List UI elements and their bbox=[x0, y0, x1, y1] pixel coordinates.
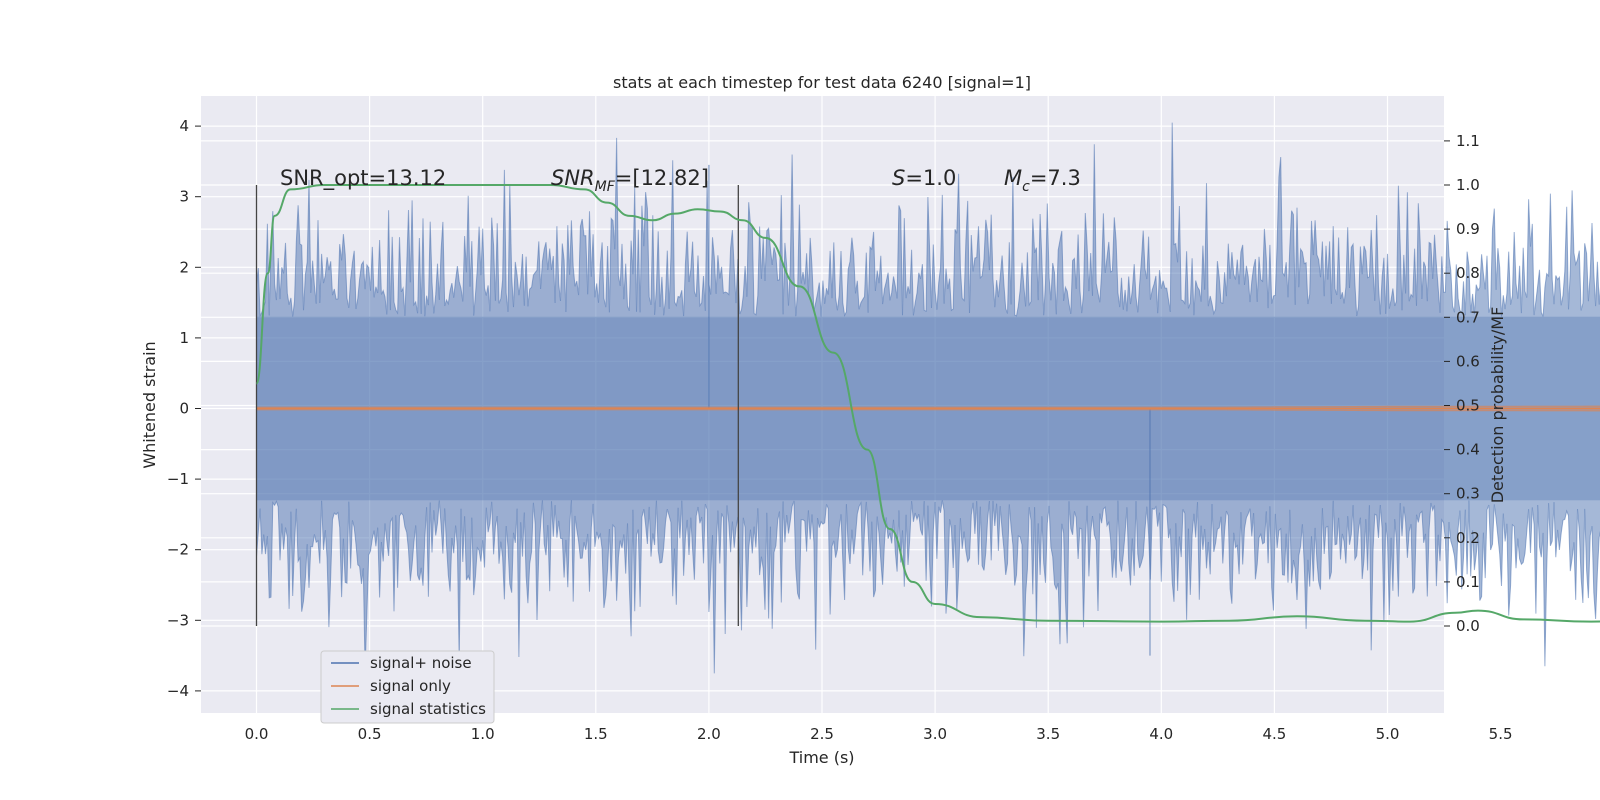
annotation-mc: Mc=7.3 bbox=[1004, 166, 1081, 195]
x-tick-label: 0.0 bbox=[245, 725, 269, 743]
legend-label-signal-only: signal only bbox=[370, 677, 451, 695]
vertical-markers bbox=[255, 185, 739, 626]
annotation-snr-mf: SNRMF=[12.82] bbox=[551, 166, 709, 195]
x-tick-label: 1.5 bbox=[584, 725, 608, 743]
y-tick-label: 1 bbox=[179, 329, 189, 347]
x-tick-label: 0.5 bbox=[358, 725, 382, 743]
annotation-snr-mf-rest: =[12.82] bbox=[615, 166, 709, 190]
annotation-mc-sub: c bbox=[1022, 179, 1030, 195]
annotation-snr-mf-sub: MF bbox=[595, 179, 616, 195]
chart-title: stats at each timestep for test data 624… bbox=[613, 73, 1031, 92]
y-right-tick-label: 1.1 bbox=[1456, 132, 1480, 150]
y-axis-label: Whitened strain bbox=[140, 341, 159, 468]
legend-label-signal-statistics: signal statistics bbox=[370, 700, 486, 718]
signal-statistics-series bbox=[255, 183, 1600, 623]
y-axis-right-ticks: 0.0 0.1 0.2 0.3 0.4 0.5 0.6 0.7 0.8 0.9 1.0 1.1 bbox=[1444, 132, 1480, 635]
y-right-tick-label: 1.0 bbox=[1456, 176, 1480, 194]
x-tick-label: 2.5 bbox=[810, 725, 834, 743]
x-axis-label: Time (s) bbox=[788, 748, 854, 767]
y-tick-label: −2 bbox=[167, 541, 189, 559]
y-axis-ticks: −4 −3 −2 −1 0 1 2 3 4 bbox=[167, 117, 201, 700]
legend-box bbox=[320, 650, 495, 724]
annotation-s-base: S bbox=[892, 166, 905, 190]
y-tick-label: −1 bbox=[167, 470, 189, 488]
y-tick-label: 2 bbox=[179, 258, 189, 276]
annotation-s: S=1.0 bbox=[892, 166, 956, 190]
x-axis-ticks: 0.00.51.01.52.02.53.03.54.04.55.05.56.06… bbox=[245, 725, 1513, 743]
x-tick-label: 2.0 bbox=[697, 725, 721, 743]
x-tick-label: 5.5 bbox=[1489, 725, 1513, 743]
y-axis-right-label: Detection probability/MF bbox=[1488, 307, 1507, 504]
y-tick-label: 0 bbox=[179, 400, 189, 418]
y-right-tick-label: 0.3 bbox=[1456, 485, 1480, 503]
signal-noise-band bbox=[256, 122, 1600, 674]
y-tick-label: 4 bbox=[179, 117, 189, 135]
y-right-tick-label: 0.7 bbox=[1456, 308, 1480, 326]
x-tick-label: 1.0 bbox=[471, 725, 495, 743]
y-right-tick-label: 0.8 bbox=[1456, 264, 1480, 282]
y-right-tick-label: 0.4 bbox=[1456, 441, 1480, 459]
annotation-snr-opt: SNR_opt=13.12 bbox=[280, 166, 446, 191]
x-tick-label: 5.0 bbox=[1376, 725, 1400, 743]
annotation-mc-base: M bbox=[1004, 166, 1022, 190]
y-right-tick-label: 0.6 bbox=[1456, 352, 1480, 370]
y-tick-label: −4 bbox=[167, 682, 189, 700]
y-tick-label: 3 bbox=[179, 188, 189, 206]
x-tick-label: 4.5 bbox=[1262, 725, 1286, 743]
y-right-tick-label: 0.1 bbox=[1456, 573, 1480, 591]
y-right-tick-label: 0.9 bbox=[1456, 220, 1480, 238]
y-right-tick-label: 0.5 bbox=[1456, 397, 1480, 415]
x-tick-label: 3.0 bbox=[923, 725, 947, 743]
annotation-s-rest: =1.0 bbox=[905, 166, 956, 190]
x-tick-label: 4.0 bbox=[1149, 725, 1173, 743]
legend-label-signal-noise: signal+ noise bbox=[370, 654, 472, 672]
legend: signal+ noise signal only signal statist… bbox=[320, 650, 495, 724]
y-right-tick-label: 0.0 bbox=[1456, 617, 1480, 635]
annotation-mc-rest: =7.3 bbox=[1030, 166, 1081, 190]
annotation-snr-mf-base: SNR bbox=[551, 166, 595, 190]
y-right-tick-label: 0.2 bbox=[1456, 529, 1480, 547]
y-tick-label: −3 bbox=[167, 611, 189, 629]
signal-only-series bbox=[256, 405, 1600, 412]
x-tick-label: 3.5 bbox=[1036, 725, 1060, 743]
signal-statistics-line bbox=[255, 183, 1600, 623]
